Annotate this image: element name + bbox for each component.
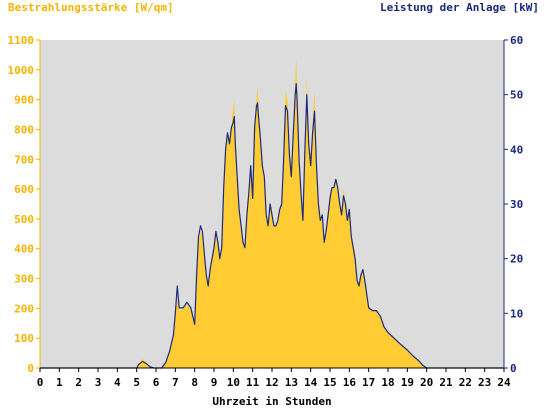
x-tick-label: 2	[75, 376, 82, 389]
right-tick-label: 20	[510, 253, 523, 266]
right-tick-label: 40	[510, 143, 523, 156]
x-tick-label: 6	[153, 376, 160, 389]
x-tick-label: 20	[420, 376, 433, 389]
x-tick-label: 22	[459, 376, 472, 389]
right-tick-label: 10	[510, 307, 523, 320]
x-tick-label: 12	[265, 376, 278, 389]
x-tick-label: 16	[343, 376, 357, 389]
left-tick-label: 1100	[8, 34, 35, 47]
x-tick-label: 13	[285, 376, 298, 389]
left-axis-title: Bestrahlungsstärke [W/qm]	[8, 1, 174, 14]
x-tick-label: 19	[401, 376, 414, 389]
chart-marks	[40, 57, 504, 369]
left-tick-label: 100	[14, 332, 34, 345]
power-line	[40, 83, 504, 369]
x-tick-label: 9	[211, 376, 218, 389]
x-tick-label: 5	[133, 376, 140, 389]
x-tick-label: 1	[56, 376, 63, 389]
left-tick-label: 0	[27, 362, 34, 375]
left-tick-label: 500	[14, 213, 34, 226]
right-tick-label: 0	[510, 362, 517, 375]
right-tick-label: 50	[510, 89, 523, 102]
x-tick-label: 0	[37, 376, 44, 389]
right-axis-title: Leistung der Anlage [kW]	[380, 1, 539, 14]
left-tick-label: 600	[14, 183, 34, 196]
x-tick-label: 3	[95, 376, 102, 389]
x-tick-label: 21	[439, 376, 453, 389]
right-tick-label: 60	[510, 34, 523, 47]
left-tick-label: 800	[14, 123, 34, 136]
x-tick-label: 24	[497, 376, 511, 389]
x-tick-label: 10	[227, 376, 240, 389]
x-axis-title: Uhrzeit in Stunden	[212, 395, 332, 408]
x-tick-label: 14	[304, 376, 318, 389]
x-tick-label: 4	[114, 376, 121, 389]
left-tick-label: 700	[14, 153, 34, 166]
x-tick-label: 11	[246, 376, 260, 389]
x-tick-label: 17	[362, 376, 375, 389]
x-tick-label: 18	[381, 376, 394, 389]
x-tick-label: 15	[323, 376, 336, 389]
left-tick-label: 900	[14, 94, 34, 107]
chart-axes: 0100200300400500600700800900100011000102…	[8, 34, 524, 389]
x-tick-label: 7	[172, 376, 179, 389]
x-tick-label: 23	[478, 376, 491, 389]
left-tick-label: 200	[14, 302, 34, 315]
x-tick-label: 8	[191, 376, 198, 389]
left-tick-label: 400	[14, 243, 34, 256]
left-tick-label: 1000	[8, 64, 35, 77]
left-tick-label: 300	[14, 273, 34, 286]
right-tick-label: 30	[510, 198, 523, 211]
